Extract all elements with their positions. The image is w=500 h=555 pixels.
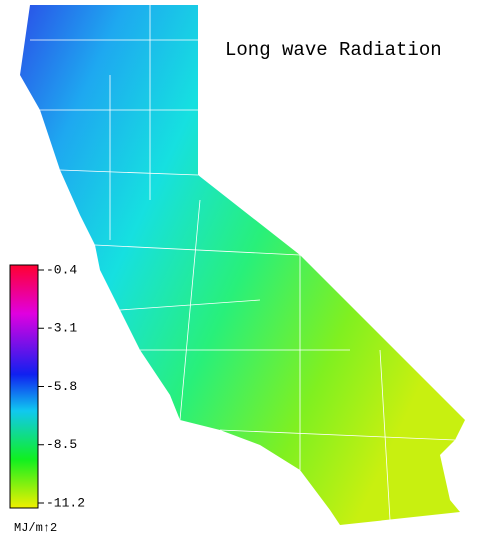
colorbar-tick-label: -11.2 xyxy=(46,495,85,510)
county-borders xyxy=(30,5,456,521)
map-title: Long wave Radiation xyxy=(225,39,442,61)
colorbar-tick-label: -0.4 xyxy=(46,262,77,277)
colorbar-tick-label: -3.1 xyxy=(46,321,77,336)
colorbar-unit: MJ/m↑2 xyxy=(14,521,57,535)
colorbar-tick-label: -5.8 xyxy=(46,379,77,394)
california-map xyxy=(20,5,465,525)
colorbar xyxy=(9,264,39,509)
colorbar-ticks: -0.4 -3.1 -5.8 -8.5 -11.2 xyxy=(38,262,85,510)
colorbar-tick-label: -8.5 xyxy=(46,437,77,452)
